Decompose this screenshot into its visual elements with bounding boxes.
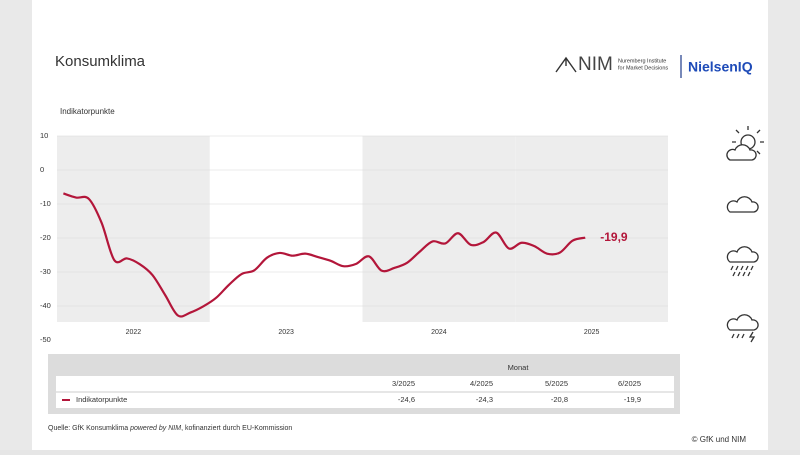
logo-nim: NIM Nuremberg Institute for Market Decis… xyxy=(555,54,753,78)
x-tick-label: 2022 xyxy=(126,329,142,336)
plot: 2022 2023 2024 2025 10 0 -10 -20 -30 -40 -50 -19,9 xyxy=(40,131,668,344)
y-axis-label: Indikatorpunkte xyxy=(60,107,115,116)
table-cell: -24,3 xyxy=(476,395,493,404)
table-column-header: 3/2025 xyxy=(392,379,415,388)
year-band xyxy=(362,136,516,322)
table-cell: -20,8 xyxy=(551,395,568,404)
y-tick-label: 0 xyxy=(40,165,44,174)
data-label: -19,9 xyxy=(600,230,628,244)
y-tick-label: -50 xyxy=(40,335,51,344)
table-column-header: 5/2025 xyxy=(545,379,568,388)
y-tick-label: 10 xyxy=(40,131,48,140)
table-cell: -24,6 xyxy=(398,395,415,404)
icon-rain xyxy=(726,246,759,277)
source-part: Quelle: GfK Konsumklima xyxy=(48,425,130,432)
x-tick-label: 2025 xyxy=(584,329,600,336)
logo-niq: NielsenIQ xyxy=(688,59,753,75)
source-part: powered by NIM xyxy=(129,425,181,432)
y-tick-label: -30 xyxy=(40,267,51,276)
logo-icon xyxy=(555,56,577,73)
year-band xyxy=(515,136,668,322)
x-tick-label: 2023 xyxy=(278,329,294,336)
source-part: , kofinanziert durch EU-Kommission xyxy=(181,425,292,432)
table-cell: -19,9 xyxy=(624,395,641,404)
line xyxy=(63,192,586,318)
logo-sub: for Market Decisions xyxy=(618,65,668,71)
icon-sun-cloud xyxy=(726,126,764,161)
title: Konsumklima xyxy=(55,53,146,70)
table-column-header: 6/2025 xyxy=(618,379,641,388)
icon-cloud xyxy=(726,196,759,213)
x-tick-label: 2024 xyxy=(431,329,447,336)
logo-sub: Nuremberg Institute xyxy=(618,58,666,64)
icon-storm xyxy=(726,314,759,343)
source: Quelle: GfK Konsumklima powered by NIM, … xyxy=(48,425,292,432)
table-group-header: Monat xyxy=(508,363,530,372)
y-tick-label: -10 xyxy=(40,199,51,208)
table: 3/2025 4/2025 5/2025 6/2025 Indikatorpunkte -… xyxy=(62,379,641,404)
logo-text: NIM xyxy=(578,54,613,75)
y-tick-label: -20 xyxy=(40,233,51,242)
table-column-header: 4/2025 xyxy=(470,379,493,388)
weather-icons xyxy=(726,126,764,343)
copyright: © GfK und NIM xyxy=(692,435,747,444)
table-row-label: Indikatorpunkte xyxy=(76,395,127,404)
y-tick-label: -40 xyxy=(40,301,51,310)
year-band xyxy=(57,136,210,322)
